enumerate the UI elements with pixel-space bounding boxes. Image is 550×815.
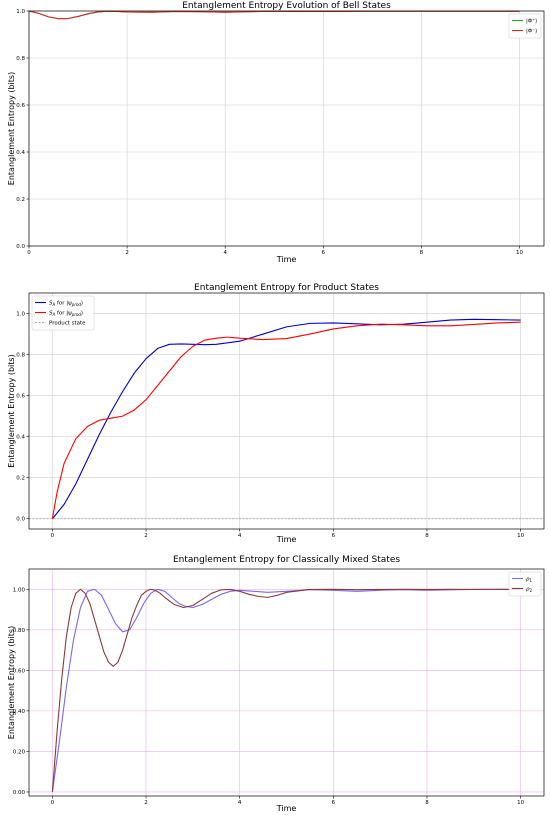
x-tick-label: 8 xyxy=(425,533,429,539)
series-line-1 xyxy=(51,588,521,793)
legend-label: |Φ⁻⟩ xyxy=(526,28,537,35)
chart-panel-2: Entanglement Entropy for Product States 0… xyxy=(7,283,545,544)
y-tick-label: 0.6 xyxy=(16,394,25,400)
legend-box xyxy=(508,571,542,597)
legend: SA for |ψprod⟩ SA for |ψprod⟩ Product stat… xyxy=(31,295,95,331)
legend: |Φ⁺⟩ |Φ⁻⟩ xyxy=(508,13,542,39)
chart-title: Entanglement Entropy for Product States xyxy=(194,283,379,293)
x-tick-label: 2 xyxy=(144,533,148,539)
x-tick-label: 2 xyxy=(144,800,148,806)
x-tick-label: 8 xyxy=(425,800,429,806)
y-tick-label: 0.4 xyxy=(16,435,25,441)
x-axis-label: Time xyxy=(276,535,297,544)
x-tick-label: 0 xyxy=(51,533,55,539)
x-tick-label: 8 xyxy=(420,250,424,256)
x-tick-label: 0 xyxy=(51,800,55,806)
chart-panel-1: Entanglement Entropy Evolution of Bell S… xyxy=(7,1,545,264)
legend-label: SA for |ψprod⟩ xyxy=(49,310,83,318)
y-tick-label: 0.20 xyxy=(13,749,26,755)
y-tick-label: 0.8 xyxy=(16,56,25,62)
axes-frame xyxy=(28,10,545,247)
legend-label: ρ1 xyxy=(526,577,533,584)
y-tick-label: 0.60 xyxy=(13,668,26,674)
x-axis-label: Time xyxy=(276,255,297,264)
y-tick-label: 0.80 xyxy=(13,628,26,634)
x-tick-label: 10 xyxy=(517,800,524,806)
chart-title: Entanglement Entropy Evolution of Bell S… xyxy=(182,1,391,11)
y-tick-label: 0.00 xyxy=(13,790,26,796)
y-axis-label: Entanglement Entropy (bits) xyxy=(7,354,16,467)
x-tick-label: 2 xyxy=(125,250,129,256)
series-line-1 xyxy=(51,318,521,520)
y-tick-label: 1.0 xyxy=(16,312,25,318)
x-tick-label: 4 xyxy=(223,250,227,256)
legend-label: |Φ⁺⟩ xyxy=(526,18,537,25)
y-tick-label: 0.4 xyxy=(16,150,25,156)
y-tick-label: 0.6 xyxy=(16,103,25,109)
x-tick-label: 0 xyxy=(27,250,31,256)
y-tick-label: 0.0 xyxy=(16,517,25,523)
y-tick-label: 0.2 xyxy=(16,476,25,482)
y-tick-label: 0.40 xyxy=(13,709,26,715)
legend-box xyxy=(31,295,95,331)
legend-label: SA for |ψprod⟩ xyxy=(49,300,83,308)
y-tick-label: 0.2 xyxy=(16,197,25,203)
x-axis-label: Time xyxy=(276,804,297,813)
y-axis-label: Entanglement Entropy (bits) xyxy=(7,626,16,739)
axes-frame xyxy=(28,292,545,530)
legend-label: Product state xyxy=(49,321,86,327)
x-tick-label: 6 xyxy=(322,250,326,256)
series-line-1 xyxy=(28,10,520,20)
legend-label: ρ2 xyxy=(526,587,533,594)
x-tick-label: 6 xyxy=(332,533,336,539)
x-tick-label: 10 xyxy=(516,250,523,256)
series-line-2 xyxy=(28,10,520,20)
x-tick-label: 6 xyxy=(332,800,336,806)
y-tick-label: 0.0 xyxy=(16,244,25,250)
series-line-2 xyxy=(51,321,521,519)
axes-frame xyxy=(28,568,545,797)
series-line-2 xyxy=(51,588,521,792)
x-tick-label: 4 xyxy=(238,800,242,806)
x-tick-label: 10 xyxy=(517,533,524,539)
x-tick-label: 4 xyxy=(238,533,242,539)
y-tick-label: 1.0 xyxy=(16,9,25,15)
chart-panel-3: Entanglement Entropy for Classically Mix… xyxy=(7,555,545,813)
y-tick-label: 1.00 xyxy=(13,587,26,593)
y-axis-label: Entanglement Entropy (bits) xyxy=(7,72,16,185)
y-tick-label: 0.8 xyxy=(16,353,25,359)
chart-title: Entanglement Entropy for Classically Mix… xyxy=(173,555,400,565)
